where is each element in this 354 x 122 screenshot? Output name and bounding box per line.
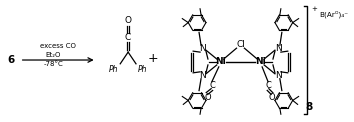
Text: excess CO: excess CO	[40, 43, 76, 49]
Text: B(Arᴼ)₄⁻: B(Arᴼ)₄⁻	[319, 11, 348, 18]
Text: C: C	[125, 33, 131, 42]
Text: C: C	[265, 81, 271, 90]
Text: O: O	[125, 16, 132, 25]
Text: -78°C: -78°C	[43, 61, 63, 67]
Text: +: +	[147, 51, 158, 65]
Text: C: C	[210, 81, 216, 90]
Text: O: O	[269, 93, 275, 102]
Text: N: N	[199, 44, 205, 53]
Text: N: N	[275, 71, 282, 80]
Text: Cl: Cl	[236, 40, 245, 49]
Text: Ni: Ni	[215, 57, 226, 66]
Text: Ph: Ph	[109, 65, 118, 74]
Text: 6: 6	[7, 55, 14, 65]
Text: +: +	[312, 6, 317, 12]
Text: O: O	[205, 93, 211, 102]
Text: N: N	[275, 44, 282, 53]
Text: Ni: Ni	[255, 57, 266, 66]
Text: 8: 8	[306, 102, 313, 112]
Text: Et₂O: Et₂O	[46, 52, 61, 58]
Text: N: N	[199, 71, 205, 80]
Text: Ph: Ph	[138, 65, 148, 74]
